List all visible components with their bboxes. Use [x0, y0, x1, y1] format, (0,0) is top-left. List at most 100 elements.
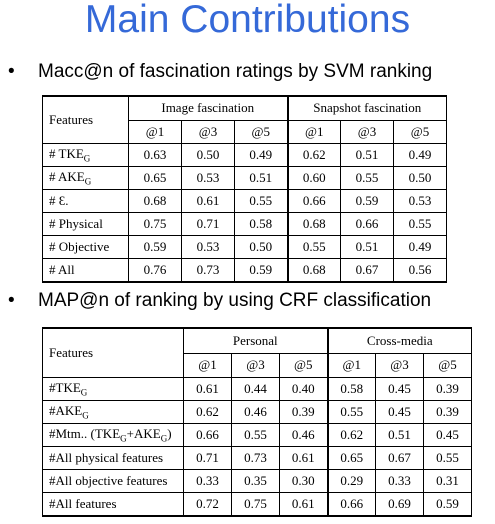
- value-cell: 0.63: [128, 143, 182, 167]
- subheader: @3: [231, 352, 280, 379]
- subheader-row: @1 @3 @5 @1 @3 @5: [43, 119, 448, 144]
- value-cell: 0.33: [375, 469, 425, 493]
- value-cell: 0.69: [375, 492, 425, 517]
- value-cell: 0.53: [392, 189, 448, 213]
- label-subscript: G: [84, 176, 92, 187]
- value-cell: 0.55: [286, 235, 341, 259]
- subheader: @1: [286, 119, 341, 144]
- value-cell: 0.51: [340, 143, 394, 167]
- data-row: # Ɛ. 0.68 0.61 0.55 0.66 0.59 0.53: [42, 189, 448, 213]
- data-row: #AKEG 0.62 0.46 0.39 0.55 0.45 0.39: [42, 400, 473, 424]
- feature-label: # Physical: [42, 212, 129, 236]
- value-cell: 0.50: [234, 235, 288, 259]
- value-cell: 0.72: [183, 492, 232, 517]
- value-cell: 0.61: [183, 377, 232, 401]
- value-cell: 0.45: [375, 377, 425, 401]
- value-cell: 0.44: [231, 377, 280, 401]
- value-cell: 0.75: [231, 492, 280, 517]
- value-cell: 0.66: [183, 423, 232, 447]
- value-cell: 0.62: [183, 400, 232, 424]
- value-cell: 0.65: [128, 166, 182, 190]
- label-text: #All physical features: [49, 450, 164, 465]
- label-subscript: G: [120, 433, 127, 444]
- feature-label: #AKEG: [42, 400, 184, 424]
- value-cell: 0.61: [181, 189, 235, 213]
- value-cell: 0.55: [340, 166, 394, 190]
- subheader: @5: [392, 119, 448, 144]
- value-cell: 0.58: [326, 377, 377, 401]
- data-row: #All features 0.72 0.75 0.61 0.66 0.69 0.59: [42, 492, 473, 517]
- slide-title: Main Contributions: [84, 0, 411, 41]
- value-cell: 0.61: [278, 492, 329, 517]
- value-cell: 0.73: [231, 446, 280, 470]
- subheader: @1: [326, 352, 377, 379]
- header-row: Features Image fascination Snapshot fascin…: [42, 95, 448, 144]
- value-cell: 0.76: [128, 258, 182, 283]
- label-text: #All objective features: [49, 473, 168, 488]
- group-header: Cross-media: [326, 326, 473, 354]
- value-cell: 0.50: [392, 166, 448, 190]
- data-row: #TKEG 0.61 0.44 0.40 0.58 0.45 0.39: [42, 377, 473, 401]
- value-cell: 0.49: [392, 235, 448, 259]
- bullet-text: MAP@n of ranking by using CRF classifica…: [8, 290, 431, 312]
- data-row: #All physical features 0.71 0.73 0.61 0.65 0.…: [42, 446, 473, 470]
- group-header: Snapshot fascination: [286, 95, 448, 121]
- value-cell: 0.39: [278, 400, 329, 424]
- subheader: @3: [375, 352, 425, 379]
- feature-label: #Mtm.. (TKEG+AKEG): [42, 423, 184, 447]
- value-cell: 0.56: [392, 258, 448, 283]
- data-row: #Mtm.. (TKEG+AKEG) 0.66 0.55 0.46 0.62 0.51 0.…: [42, 423, 473, 447]
- feature-label: # TKEG: [42, 143, 129, 167]
- value-cell: 0.39: [423, 377, 473, 401]
- data-row: # Physical 0.75 0.71 0.58 0.68 0.66 0.55: [42, 212, 448, 236]
- value-cell: 0.61: [278, 446, 329, 470]
- value-cell: 0.75: [128, 212, 182, 236]
- group-header: Personal: [182, 326, 329, 354]
- value-cell: 0.30: [278, 469, 329, 493]
- value-cell: 0.49: [234, 143, 288, 167]
- label-text: +AKE: [126, 426, 161, 442]
- label-text: #TKE: [49, 380, 81, 396]
- value-cell: 0.55: [423, 446, 473, 470]
- value-cell: 0.68: [286, 212, 341, 236]
- data-table: Features Image fascination Snapshot fascin…: [42, 95, 448, 283]
- value-cell: 0.66: [340, 212, 394, 236]
- value-cell: 0.39: [423, 400, 473, 424]
- value-cell: 0.45: [423, 423, 473, 447]
- label-text: # Physical: [49, 216, 103, 231]
- label-subscript: G: [83, 153, 91, 164]
- value-cell: 0.33: [183, 469, 232, 493]
- value-cell: 0.55: [326, 400, 377, 424]
- value-cell: 0.66: [286, 189, 341, 213]
- data-row: #All objective features 0.33 0.35 0.30 0.29 0…: [42, 469, 473, 493]
- value-cell: 0.66: [326, 492, 377, 517]
- value-cell: 0.51: [234, 166, 288, 190]
- value-cell: 0.59: [423, 492, 473, 517]
- value-cell: 0.50: [181, 143, 235, 167]
- value-cell: 0.51: [340, 235, 394, 259]
- value-cell: 0.65: [326, 446, 377, 470]
- feature-label: #All features: [42, 492, 184, 517]
- label-subscript: G: [80, 387, 88, 398]
- subheader: @1: [128, 119, 182, 144]
- feature-label: # AKEG: [42, 166, 129, 190]
- feature-label: # Ɛ.: [42, 189, 129, 213]
- label-subscript: G: [82, 410, 89, 421]
- value-cell: 0.73: [181, 258, 235, 283]
- label-text: #All features: [49, 496, 117, 511]
- subheader-row: @1 @3 @5 @1 @3 @5: [43, 352, 473, 379]
- label-text: #Mtm.. (TKE: [49, 426, 121, 442]
- value-cell: 0.58: [234, 212, 288, 236]
- value-cell: 0.59: [340, 189, 394, 213]
- features-header: Features: [42, 327, 184, 378]
- data-row: # TKEG 0.63 0.50 0.49 0.62 0.51 0.49: [42, 143, 448, 167]
- value-cell: 0.29: [326, 469, 377, 493]
- data-row: # AKEG 0.65 0.53 0.51 0.60 0.55 0.50: [42, 166, 448, 190]
- value-cell: 0.55: [234, 189, 288, 213]
- subheader: @1: [183, 352, 232, 379]
- value-cell: 0.53: [181, 166, 235, 190]
- subheader: @5: [234, 119, 288, 144]
- bullet-text: Macc@n of fascination ratings by SVM ran…: [8, 61, 432, 83]
- subheader: @3: [340, 119, 394, 144]
